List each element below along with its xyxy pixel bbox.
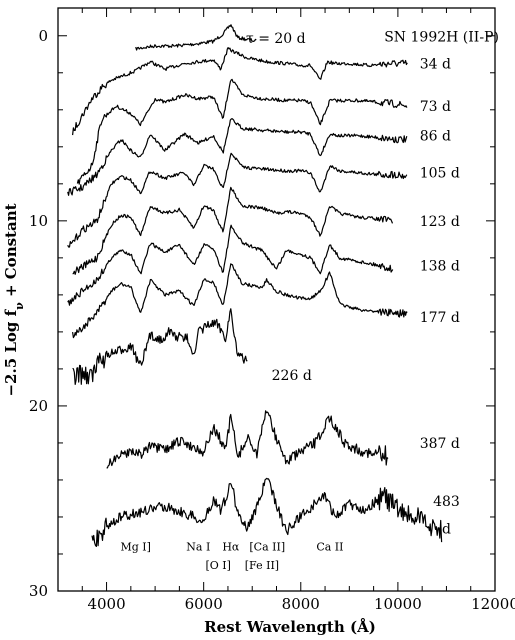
- x-tick-label: 12000: [471, 595, 515, 613]
- x-tick-label: 4000: [87, 595, 125, 613]
- spectrum-105d: [67, 152, 408, 248]
- x-tick-label: 8000: [282, 595, 320, 613]
- epoch-label: 86 d: [420, 129, 451, 145]
- y-tick-label: 10: [29, 212, 48, 230]
- epoch-label: 73 d: [420, 99, 451, 115]
- y-tick-label: 20: [29, 397, 48, 415]
- spectrum-86d: [67, 117, 408, 196]
- epoch-label: 387 d: [420, 436, 460, 452]
- spectrum-387d: [106, 410, 389, 469]
- spectrum-20d: [135, 24, 257, 51]
- spectrum-177d: [72, 263, 408, 339]
- chart-title: SN 1992H (II-P): [384, 30, 499, 46]
- x-axis-label: Rest Wavelength (Å): [204, 618, 376, 636]
- epoch-label: 105 d: [420, 166, 460, 182]
- spectrum-73d: [76, 78, 408, 185]
- spectrum-483d: [91, 477, 443, 548]
- epoch-label: 123 d: [420, 214, 460, 230]
- line-id-label: Ca II: [316, 541, 343, 554]
- epoch-label: 483: [433, 494, 460, 510]
- line-id-label: [O I]: [206, 559, 231, 572]
- spectrum-34d: [72, 46, 408, 136]
- epoch-label: 177 d: [420, 310, 460, 326]
- line-id-label: Hα: [222, 541, 240, 554]
- epoch-label: 226 d: [272, 368, 312, 384]
- epoch-label: 34 d: [420, 57, 451, 73]
- x-tick-label: 6000: [185, 595, 223, 613]
- line-id-label: [Fe II]: [245, 559, 279, 572]
- spectrum-226d: [72, 308, 248, 385]
- line-id-label: Na I: [186, 541, 210, 554]
- y-axis-label: −2.5 Log fν + Constant: [2, 203, 26, 396]
- line-id-label: Mg I]: [120, 541, 150, 554]
- plot-area: 4000 6000 8000 10000 12000 0 10 20 30 τ = 20 d 34 …: [29, 7, 515, 613]
- line-id-label: [Ca II]: [249, 541, 285, 554]
- y-tick-label: 30: [29, 582, 48, 600]
- x-tick-label: 10000: [374, 595, 422, 613]
- spectrum-138d: [67, 224, 394, 306]
- epoch-label: 138 d: [420, 258, 460, 274]
- epoch-label-unit: d: [442, 522, 451, 538]
- spectrum-123d: [72, 186, 394, 275]
- epoch-label: τ = 20 d: [246, 31, 306, 47]
- y-tick-label: 0: [38, 27, 48, 45]
